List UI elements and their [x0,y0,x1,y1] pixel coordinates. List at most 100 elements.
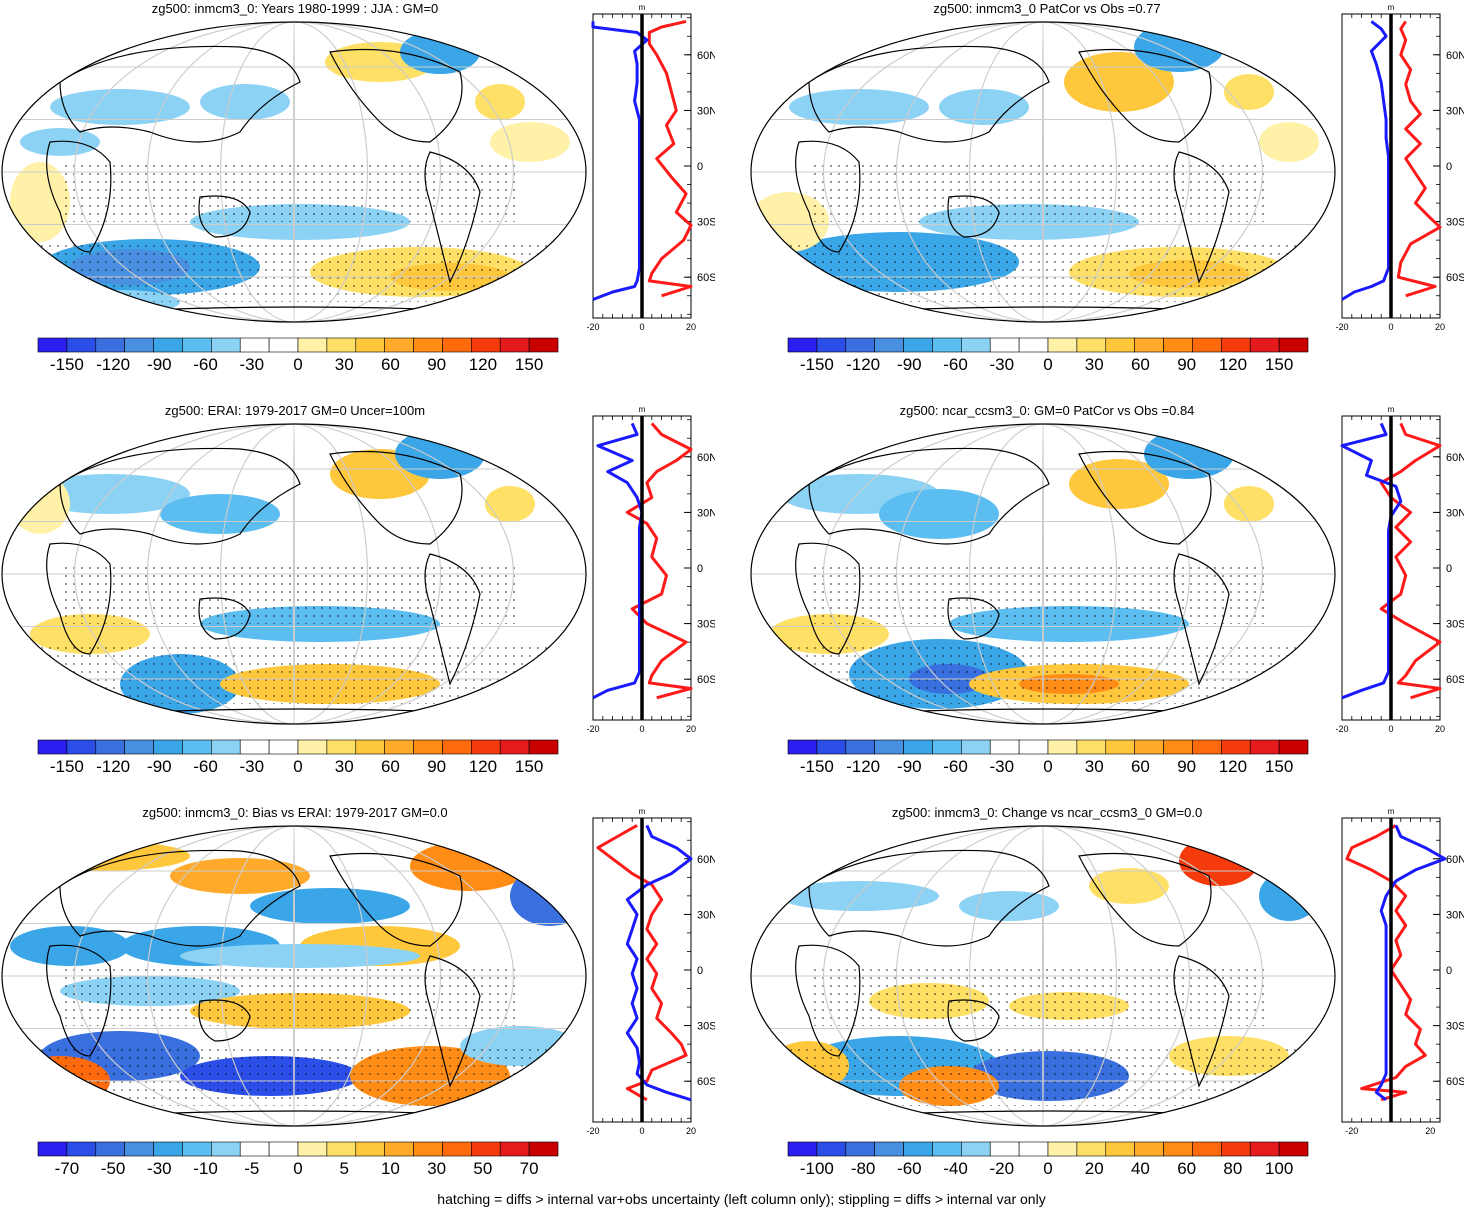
colorbar-swatch [989,337,1020,353]
colorbar-label: 60 [1131,355,1150,374]
blue-profile-line [1374,824,1447,1101]
footer-note: hatching = diffs > internal var+obs unce… [437,1191,1046,1207]
colorbar-swatch [874,1141,904,1157]
coastline [947,597,1000,640]
anomaly-region [779,881,939,911]
lat-label: 0 [697,161,703,173]
colorbar-label: 90 [1177,757,1196,776]
colorbar-swatch [499,739,530,755]
lat-label: 60S [1446,272,1464,284]
coastline [198,195,251,238]
colorbar-swatch [499,1141,530,1157]
x-tick-label: -20 [1335,724,1348,734]
colorbar-swatch [932,1141,962,1157]
colorbar-label: -90 [897,355,922,374]
anomaly-region [170,858,310,894]
colorbar-swatch [1134,1141,1164,1157]
profile-unit: m [639,807,646,816]
colorbar-swatch [1278,1141,1309,1157]
colorbar-label: -150 [800,757,834,776]
coastline [808,447,1050,545]
colorbar-label: 30 [1085,757,1104,776]
colorbar-label: 30 [1085,355,1104,374]
graticule-lon [1042,22,1044,322]
x-tick-label: 20 [686,322,696,332]
colorbar-swatch [903,337,933,353]
colorbar-swatch [442,739,472,755]
lat-label: 60N [697,452,715,464]
panel-1: zg500: inmcm3_0: Years 1980-1999 : JJA :… [0,0,740,380]
lat-label: 60S [697,1076,715,1088]
map [1,21,587,323]
colorbar-swatch [932,337,962,353]
lat-label: 60S [1446,674,1464,686]
anomaly-region [1069,459,1169,509]
coastline [46,542,112,655]
red-profile-line [596,824,688,1102]
colorbar-swatch [211,1141,241,1157]
colorbar-swatch [1221,1141,1251,1157]
graticule-lon [147,22,441,322]
panel-title: zg500: inmcm3_0: Years 1980-1999 : JJA :… [151,1,439,16]
blue-profile-line [591,21,649,301]
x-tick-label: 0 [1388,724,1393,734]
panel-4: zg500: ncar_ccsm3_0: GM=0 PatCor vs Obs … [745,402,1483,782]
lat-label: 30N [1446,909,1464,921]
colorbar-swatch [355,337,385,353]
x-tick-label: -20 [586,1126,599,1136]
colorbar-label: -5 [244,1159,259,1178]
colorbar-swatch [1047,739,1078,755]
lat-label: 30S [1446,217,1464,229]
coastline [424,955,481,1088]
stippling [809,564,1269,624]
colorbar-label: -150 [50,355,84,374]
coastline [1173,955,1230,1088]
colorbar-swatch [1076,1141,1107,1157]
colorbar-swatch [471,739,501,755]
lat-label: 0 [697,563,703,575]
colorbar-label: -30 [147,1159,172,1178]
colorbar-swatch [124,739,154,755]
anomaly-region [939,89,1029,125]
panel-3: zg500: ERAI: 1979-2017 GM=0 Uncer=100m m… [0,402,740,782]
lat-label: 60N [1446,854,1464,866]
colorbar: -150 -120 -90 -60 -30 0 30 60 90 120 150 [787,739,1309,776]
colorbar-swatch [384,739,414,755]
anomaly-region [789,89,929,125]
colorbar-swatch [787,739,818,755]
colorbar-swatch [1163,739,1193,755]
lat-label: 60S [697,272,715,284]
colorbar-swatch [528,1141,559,1157]
colorbar-label: 150 [515,757,543,776]
coastline [59,849,301,947]
colorbar-swatch [816,1141,847,1157]
colorbar-swatch [182,739,212,755]
anomaly-region [250,888,410,924]
stippling [10,1046,570,1106]
x-tick-label: 20 [686,724,696,734]
graticule-lon [147,826,441,1126]
colorbar-swatch [355,739,385,755]
colorbar-swatch [1018,1141,1049,1157]
colorbar-swatch [95,337,125,353]
panel-5: zg500: inmcm3_0: Bias vs ERAI: 1979-2017… [0,804,740,1184]
colorbar-swatch [845,337,875,353]
anomaly-region [1259,871,1319,921]
colorbar-label: -40 [943,1159,968,1178]
anomaly-region [1134,22,1224,72]
colorbar-label: 0 [1043,355,1052,374]
x-tick-label: 20 [686,1126,696,1136]
colorbar-swatch [124,337,154,353]
profile-unit: m [639,3,646,12]
lat-label: 30N [1446,105,1464,117]
colorbar-swatch [932,739,962,755]
colorbar-swatch [787,1141,818,1157]
colorbar-swatch [1278,337,1309,353]
colorbar-swatch [66,1141,97,1157]
panel-title: zg500: ncar_ccsm3_0: GM=0 PatCor vs Obs … [899,403,1195,418]
x-tick-label: 20 [1435,322,1445,332]
colorbar-swatch [989,739,1020,755]
colorbar-label: -80 [851,1159,876,1178]
colorbar-label: 90 [1177,355,1196,374]
colorbar-label: -50 [101,1159,126,1178]
